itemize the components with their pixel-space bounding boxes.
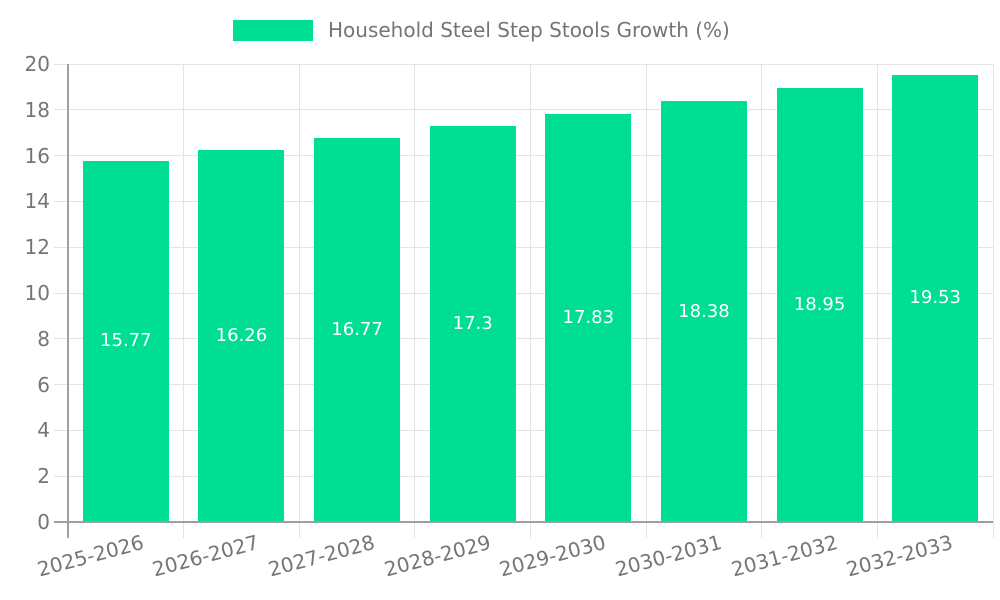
y-gridline bbox=[54, 338, 993, 340]
legend-swatch bbox=[233, 19, 313, 41]
y-tick-label: 6 bbox=[37, 372, 50, 397]
y-gridline bbox=[54, 200, 993, 202]
y-gridline bbox=[54, 475, 993, 477]
x-gridline bbox=[876, 64, 878, 538]
legend-label: Household Steel Step Stools Growth (%) bbox=[328, 18, 730, 42]
bar bbox=[314, 137, 401, 522]
y-gridline bbox=[54, 246, 993, 248]
y-tick-label: 4 bbox=[37, 418, 50, 443]
x-gridline bbox=[530, 64, 531, 538]
y-gridline bbox=[54, 429, 993, 431]
y-tick-label: 10 bbox=[24, 281, 50, 305]
x-axis-line bbox=[54, 521, 993, 523]
y-tick-label: 2 bbox=[37, 464, 50, 489]
y-gridline bbox=[54, 109, 993, 111]
bar-value-label: 16.77 bbox=[331, 318, 383, 340]
x-gridline bbox=[298, 64, 300, 538]
bar bbox=[892, 74, 979, 522]
bar bbox=[82, 160, 169, 522]
y-tick-label: 18 bbox=[24, 97, 50, 122]
y-gridline bbox=[54, 292, 993, 294]
bar-value-label: 16.26 bbox=[215, 324, 268, 346]
y-tick-label: 14 bbox=[24, 189, 50, 214]
x-gridline bbox=[414, 64, 416, 538]
bar-value-label: 18.95 bbox=[793, 294, 846, 316]
bar-value-label: 18.38 bbox=[678, 300, 730, 322]
bar bbox=[776, 88, 863, 522]
y-tick-label: 0 bbox=[37, 510, 50, 534]
bar-value-label: 15.77 bbox=[100, 330, 152, 352]
bar-value-label: 17.3 bbox=[452, 312, 493, 334]
y-tick-label: 8 bbox=[37, 326, 50, 351]
x-gridline bbox=[183, 64, 185, 538]
chart-legend: Household Steel Step Stools Growth (%) bbox=[233, 18, 730, 42]
y-tick-label: 20 bbox=[24, 52, 50, 76]
y-axis-line bbox=[67, 64, 69, 538]
y-gridline bbox=[54, 63, 993, 65]
bar-value-label: 19.53 bbox=[909, 287, 961, 309]
x-gridline bbox=[992, 64, 994, 538]
y-gridline bbox=[54, 384, 993, 386]
y-tick-label: 12 bbox=[24, 235, 50, 260]
y-gridline bbox=[54, 155, 993, 157]
bar bbox=[545, 113, 632, 522]
bar-value-label: 17.83 bbox=[562, 306, 615, 328]
bar bbox=[660, 101, 747, 522]
y-tick-label: 16 bbox=[24, 143, 50, 168]
x-gridline bbox=[645, 64, 647, 538]
bar bbox=[429, 125, 516, 522]
x-gridline bbox=[761, 64, 763, 538]
bar bbox=[198, 149, 285, 522]
